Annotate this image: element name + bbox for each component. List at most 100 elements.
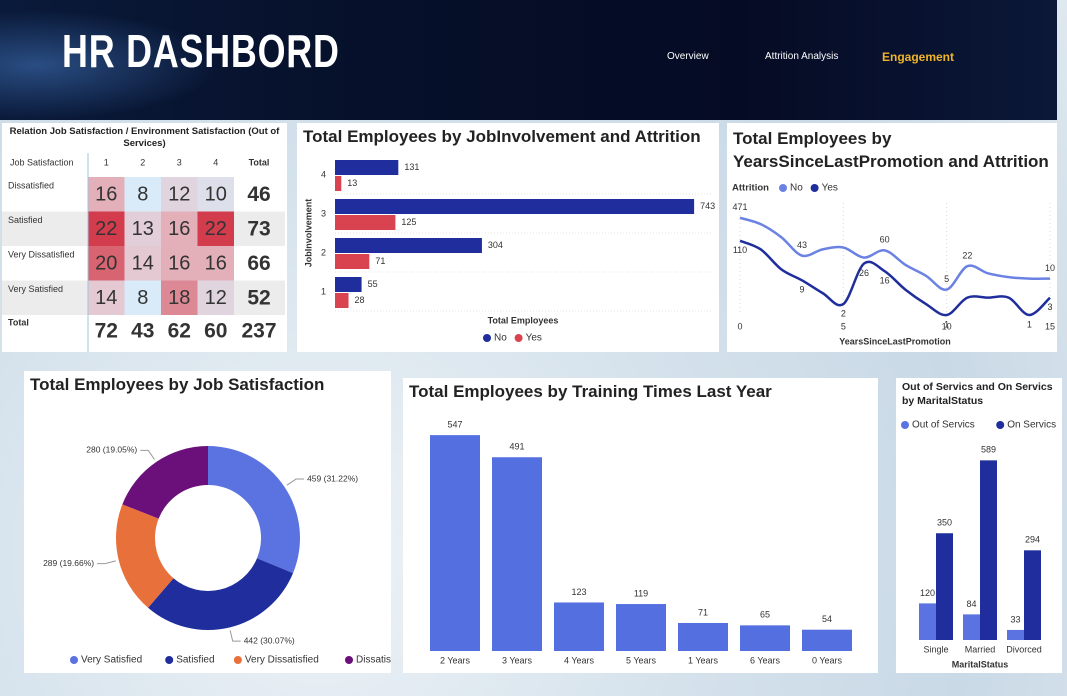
data-label: 350 xyxy=(937,518,952,528)
data-label: 471 xyxy=(732,202,747,212)
data-label: 71 xyxy=(375,256,385,266)
chart-panel: Total Employees by Job Satisfaction 459 … xyxy=(24,371,391,673)
data-label: 491 xyxy=(509,442,524,452)
nav-link[interactable]: Engagement xyxy=(882,50,955,64)
row-total: 52 xyxy=(247,286,270,309)
panel-title: Total Employees by Job Satisfaction xyxy=(30,375,325,394)
cell-value: 22 xyxy=(95,218,117,240)
x-tick-label: 10 xyxy=(942,321,952,331)
heat-cell xyxy=(124,246,161,281)
data-label: 131 xyxy=(404,162,419,172)
cell-value: 10 xyxy=(205,184,227,206)
legend-label: Very Dissatisfied xyxy=(245,655,319,666)
data-label: 71 xyxy=(698,607,708,617)
data-label: 16 xyxy=(880,276,890,286)
leader-line xyxy=(140,449,155,460)
chart: 459 (31.22%) 442 (30.07%) 289 (19.66%) 280 … xyxy=(43,445,391,666)
cell-value: 16 xyxy=(168,218,190,240)
legend-label: No xyxy=(494,333,507,344)
panel-title: Relation Job Satisfaction / Environment … xyxy=(9,126,280,149)
bar xyxy=(335,293,349,308)
heat-cell xyxy=(197,280,234,315)
bar xyxy=(919,603,936,640)
column-header: 3 xyxy=(177,157,182,167)
x-tick-label: 4 Years xyxy=(564,655,595,665)
cell-value: 12 xyxy=(205,287,227,309)
heat-cell xyxy=(88,211,125,246)
data-label: 743 xyxy=(700,201,715,211)
matrix-panel: Relation Job Satisfaction / Environment … xyxy=(2,123,287,352)
series-line xyxy=(739,239,1051,317)
data-label: 442 (30.07%) xyxy=(244,635,295,645)
bar xyxy=(740,625,790,651)
data-label: 1 xyxy=(1027,319,1032,329)
x-tick-label: 0 xyxy=(737,321,742,331)
column-total: 72 xyxy=(95,320,118,343)
data-label: 54 xyxy=(822,614,832,624)
y-tick-label: 3 xyxy=(321,208,326,218)
panel-title: Out of Servics and On Servics by Marital… xyxy=(902,381,1053,407)
column-header: Total xyxy=(249,157,270,167)
panel-title: Total Employees by Training Times Last Y… xyxy=(409,382,772,401)
column-total: 60 xyxy=(204,320,227,343)
legend-label: No xyxy=(790,183,803,194)
nav-link[interactable]: Attrition Analysis xyxy=(765,51,839,62)
heat-cell xyxy=(88,177,125,212)
cell-value: 13 xyxy=(132,218,154,240)
donut-slice xyxy=(115,504,174,608)
x-tick-label: 15 xyxy=(1045,321,1055,331)
chart-panel: Total Employees by YearsSinceLastPromoti… xyxy=(727,123,1057,352)
data-label: 3 xyxy=(1047,302,1052,312)
legend-marker xyxy=(996,421,1005,429)
bar xyxy=(335,254,370,269)
nav-link[interactable]: Overview xyxy=(667,51,709,62)
x-tick-label: 0 Years xyxy=(812,655,843,665)
cell-value: 8 xyxy=(137,287,148,309)
row-total: 66 xyxy=(247,252,270,275)
heat-cell xyxy=(161,211,198,246)
legend-marker xyxy=(165,656,174,664)
cell-value: 12 xyxy=(168,184,190,206)
data-label: 304 xyxy=(488,240,503,250)
legend-marker xyxy=(514,334,523,342)
y-axis-title: JobInvolvement xyxy=(303,199,313,268)
cell-value: 16 xyxy=(168,253,190,275)
column-total: 62 xyxy=(168,320,191,343)
donut-slice xyxy=(122,446,208,519)
bar xyxy=(335,238,482,253)
series-line xyxy=(739,216,1051,291)
data-label: 289 (19.66%) xyxy=(43,558,94,568)
heat-cell xyxy=(161,280,198,315)
data-label: 55 xyxy=(368,279,378,289)
legend-label: Yes xyxy=(526,333,542,344)
heat-cell xyxy=(124,280,161,315)
bar xyxy=(554,602,604,651)
data-label: 43 xyxy=(797,240,807,250)
legend-label: Out of Servics xyxy=(912,420,975,431)
legend-marker xyxy=(810,184,819,192)
panel-title: Total Employees by JobInvolvement and At… xyxy=(303,127,701,146)
x-tick-label: Single xyxy=(923,644,948,654)
chart-panel: Total Employees by Training Times Last Y… xyxy=(403,378,878,673)
data-label: 9 xyxy=(799,285,804,295)
row-label: Very Dissatisfied xyxy=(8,249,75,259)
cell-value: 8 xyxy=(137,184,148,206)
donut-slice xyxy=(208,446,301,574)
chart-panel: Total Employees by JobInvolvement and At… xyxy=(297,123,719,352)
x-tick-label: 1 Years xyxy=(688,655,719,665)
data-label: 119 xyxy=(634,588,648,598)
column-total: 43 xyxy=(131,320,154,343)
data-label: 10 xyxy=(1045,263,1055,273)
leader-line xyxy=(229,630,241,642)
column-header: 4 xyxy=(213,157,218,167)
bar xyxy=(335,199,695,214)
cell-value: 18 xyxy=(168,287,190,309)
chart: 120 350 Single 84 589 Married 33 294 Divorced Mar… xyxy=(901,420,1056,669)
bar xyxy=(335,215,396,230)
donut-slice xyxy=(148,558,294,630)
chart: 547 2 Years 491 3 Years 123 4 Years 119 5 Years… xyxy=(430,420,852,665)
y-tick-label: 1 xyxy=(321,286,326,296)
data-label: 13 xyxy=(347,178,357,188)
cell-value: 14 xyxy=(95,287,117,309)
